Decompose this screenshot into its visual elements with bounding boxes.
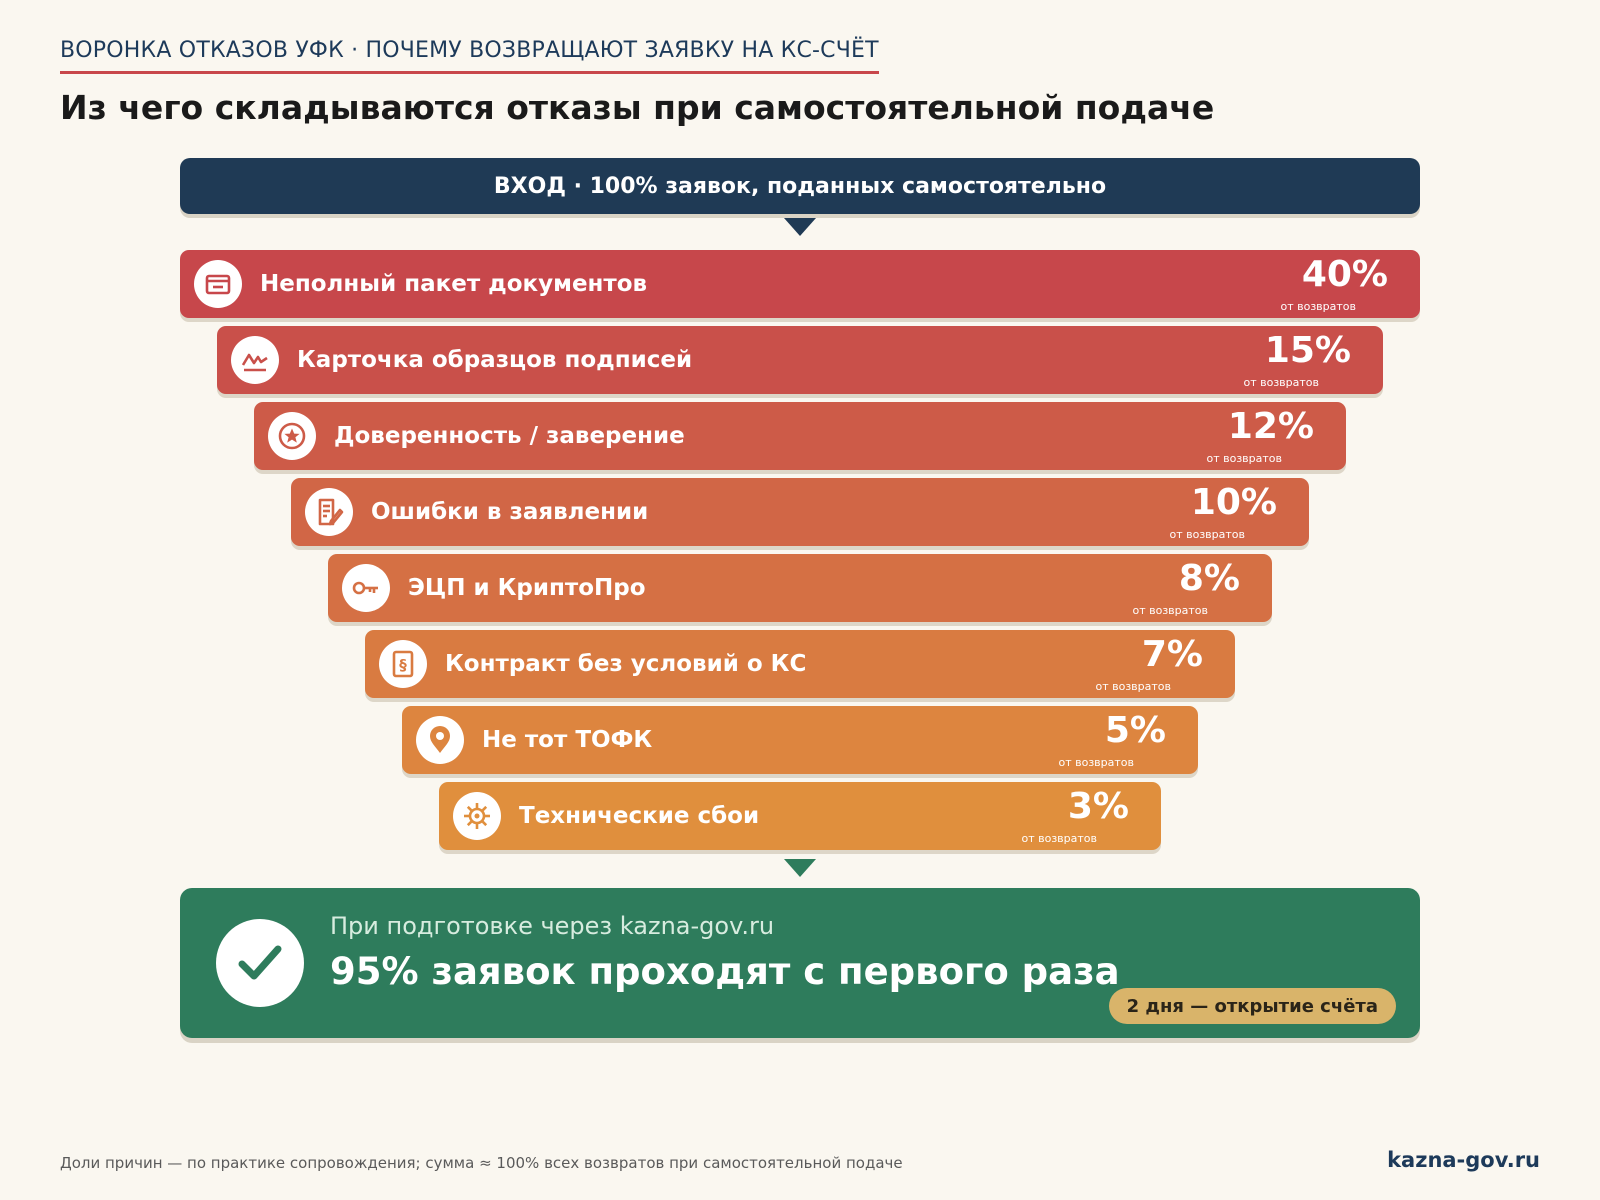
funnel-stage: Карточка образцов подписей 15% от возвра… [217, 326, 1383, 394]
stage-percent: 8% [1178, 558, 1240, 599]
stage-label: Контракт без условий о КС [445, 651, 807, 677]
funnel-stage: Не тот ТОФК 5% от возвратов [402, 706, 1198, 774]
stage-label: Ошибки в заявлении [371, 499, 649, 525]
result-pill-badge: 2 дня — открытие счёта [1108, 988, 1396, 1024]
stage-label: Неполный пакет документов [260, 271, 648, 297]
stage-label: Не тот ТОФК [482, 727, 653, 753]
result-headline: 95% заявок проходят с первого раза [330, 950, 1120, 993]
funnel-stage: Технические сбои 3% от возвратов [439, 782, 1161, 850]
result-banner: При подготовке через kazna-gov.ru 95% за… [180, 888, 1420, 1038]
stage-sublabel: от возвратов [1280, 300, 1356, 313]
location-pin-icon [416, 716, 464, 764]
brand-link[interactable]: kazna-gov.ru [1387, 1148, 1540, 1172]
stage-label: Технические сбои [519, 803, 760, 829]
funnel-stage: § Контракт без условий о КС 7% от возвра… [365, 630, 1235, 698]
seal-icon [268, 412, 316, 460]
down-arrow-icon [784, 859, 816, 877]
contract-icon: § [379, 640, 427, 688]
stage-sublabel: от возвратов [1021, 832, 1097, 845]
signature-icon [231, 336, 279, 384]
kicker-heading: ВОРОНКА ОТКАЗОВ УФК · ПОЧЕМУ ВОЗВРАЩАЮТ … [60, 38, 879, 74]
stage-sublabel: от возвратов [1169, 528, 1245, 541]
checkmark-icon [216, 919, 304, 1007]
funnel-stage: Доверенность / заверение 12% от возврато… [254, 402, 1346, 470]
stage-sublabel: от возвратов [1206, 452, 1282, 465]
funnel-entry-banner: ВХОД · 100% заявок, поданных самостоятел… [180, 158, 1420, 214]
stage-sublabel: от возвратов [1058, 756, 1134, 769]
funnel-entry-label: ВХОД · 100% заявок, поданных самостоятел… [493, 173, 1107, 199]
page-title: Из чего складываются отказы при самостоя… [60, 88, 1215, 127]
folder-icon [194, 260, 242, 308]
stage-percent: 7% [1141, 634, 1203, 675]
stage-sublabel: от возвратов [1243, 376, 1319, 389]
stage-percent: 12% [1227, 406, 1314, 447]
stage-label: Доверенность / заверение [334, 423, 685, 449]
result-lead: При подготовке через kazna-gov.ru [330, 912, 775, 940]
stage-percent: 10% [1190, 482, 1277, 523]
funnel-stage: Неполный пакет документов 40% от возврат… [180, 250, 1420, 318]
stage-percent: 5% [1104, 710, 1166, 751]
stage-label: Карточка образцов подписей [297, 347, 693, 373]
stage-sublabel: от возвратов [1132, 604, 1208, 617]
stage-percent: 15% [1264, 330, 1351, 371]
document-edit-icon [305, 488, 353, 536]
funnel-stage: ЭЦП и КриптоПро 8% от возвратов [328, 554, 1272, 622]
down-arrow-icon [784, 218, 816, 236]
stage-sublabel: от возвратов [1095, 680, 1171, 693]
stage-percent: 3% [1067, 786, 1129, 827]
stage-percent: 40% [1301, 254, 1388, 295]
footnote: Доли причин — по практике сопровождения;… [60, 1154, 903, 1172]
key-icon [342, 564, 390, 612]
svg-text:§: § [399, 656, 407, 674]
gear-icon [453, 792, 501, 840]
stage-label: ЭЦП и КриптоПро [408, 575, 646, 601]
funnel-stage: Ошибки в заявлении 10% от возвратов [291, 478, 1309, 546]
